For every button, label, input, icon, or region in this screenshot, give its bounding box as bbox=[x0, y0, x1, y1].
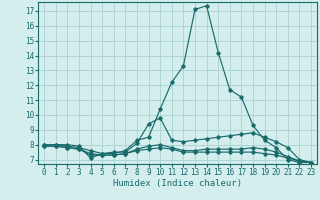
X-axis label: Humidex (Indice chaleur): Humidex (Indice chaleur) bbox=[113, 179, 242, 188]
